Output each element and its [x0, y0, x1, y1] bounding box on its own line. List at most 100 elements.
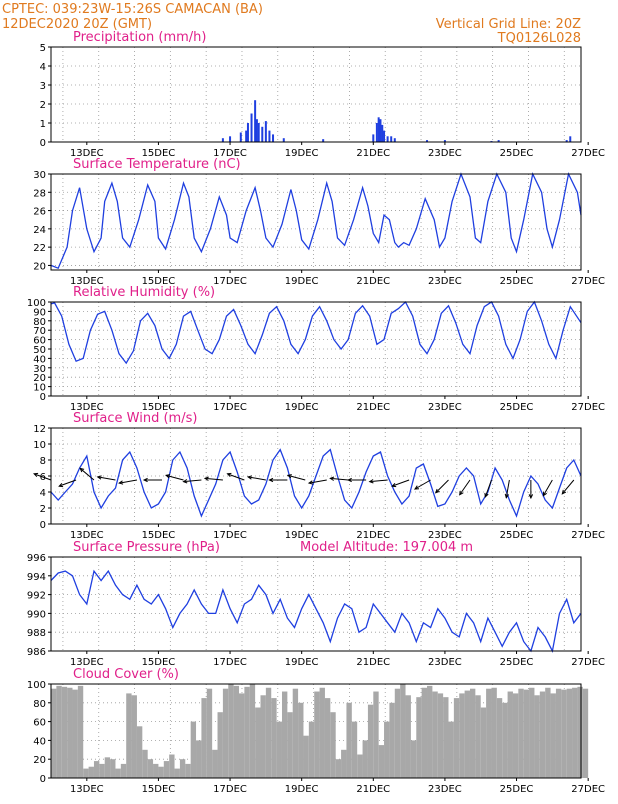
rh-xtick: 21DEC [356, 402, 390, 413]
rh-frame [50, 301, 582, 397]
cloud-area-bar [486, 688, 492, 778]
precip-bar [497, 140, 500, 142]
wind-ytick: 4 [40, 488, 46, 499]
precip-xtick: 27DEC [571, 148, 605, 159]
cloud-area-bar [244, 686, 250, 778]
wind-ytick: 10 [33, 440, 46, 451]
cloud-xtick: 19DEC [285, 784, 319, 795]
cloud-area-bar [577, 686, 583, 778]
wind-arrow-head [504, 493, 510, 499]
cloud-area-bar [518, 688, 524, 778]
wind-arrow-shaft [248, 476, 266, 481]
cloud-area-bar [572, 687, 578, 778]
temp-ytick: 22 [33, 243, 46, 254]
wind-title: Surface Wind (m/s) [73, 411, 197, 426]
temp-ytick: 20 [33, 261, 46, 272]
cloud-area-bar [459, 693, 465, 778]
precip-bar [268, 130, 271, 142]
cloud-area-bar [330, 712, 336, 778]
precip-bar [250, 113, 253, 142]
cloud-area-bar [201, 698, 207, 778]
temp-xtick: 19DEC [285, 276, 319, 287]
pressure-panel: Surface Pressure (hPa) Model Altitude: 19… [27, 540, 605, 668]
precip-bar [239, 132, 242, 142]
precip-ytick: 3 [40, 81, 46, 92]
cloud-area-bar [126, 693, 132, 778]
cloud-area-bar [384, 721, 390, 778]
precip-bar [229, 136, 232, 142]
cloud-area-bar [212, 749, 218, 778]
cloud-title: Cloud Cover (%) [73, 667, 179, 682]
cloud-area-bar [405, 695, 411, 778]
precip-bar [390, 136, 393, 142]
wind-xtick: 25DEC [500, 530, 534, 541]
rh-ytick: 80 [33, 317, 46, 328]
wind-ytick: 0 [40, 520, 46, 531]
wind-arrow-head [561, 489, 567, 495]
cloud-area-bar [443, 697, 449, 778]
wind-arrow-head [459, 490, 464, 496]
wind-arrow-shaft [308, 479, 327, 484]
pressure-ytick: 994 [27, 572, 46, 583]
cloud-area-bar [233, 685, 240, 778]
wind-arrow-head [542, 491, 547, 497]
precip-bar [272, 134, 275, 142]
header-model-code: TQ0126L028 [497, 31, 581, 46]
rh-xtick: 19DEC [285, 402, 319, 413]
wind-series-line [50, 448, 582, 518]
wind-arrow-head [33, 472, 39, 478]
cloud-area-bar [51, 688, 57, 778]
cloud-area-bar [120, 763, 127, 778]
precip-bar [261, 126, 264, 142]
wind-arrow-head [268, 477, 274, 483]
cloud-area-bar [351, 721, 358, 778]
precip-bar [322, 139, 325, 142]
wind-arrow-shaft [79, 468, 95, 481]
cloud-area-bar [276, 721, 282, 778]
temp-frame [50, 173, 582, 271]
temp-ytick: 26 [33, 207, 46, 218]
cloud-area-bar [582, 688, 589, 778]
cloud-area-bar [534, 695, 540, 778]
cloud-area-bar [131, 695, 137, 778]
cloud-area-bar [158, 766, 164, 778]
wind-arrow-head [307, 480, 314, 485]
temp-xtick: 23DEC [428, 276, 462, 287]
cloud-area-bar [169, 754, 175, 778]
precip-bar [443, 140, 446, 142]
cloud-area-bar [464, 690, 470, 778]
wind-arrow-shaft [435, 479, 449, 494]
cloud-area-bar [416, 697, 422, 778]
cloud-area-bar [115, 768, 121, 778]
pressure-annotation: Model Altitude: 197.004 m [300, 540, 473, 555]
precip-xtick: 21DEC [356, 148, 390, 159]
cloud-area-bar [512, 693, 519, 778]
cloud-area-bar [480, 707, 487, 778]
temp-ytick: 24 [33, 225, 46, 236]
rh-ytick: 40 [33, 354, 46, 365]
wind-arrow-shaft [484, 479, 492, 498]
temp-xtick: 17DEC [213, 276, 247, 287]
precip-xtick: 25DEC [500, 148, 534, 159]
precip-bar [254, 100, 257, 142]
cloud-area-bar [491, 687, 497, 778]
wind-arrow-head [528, 494, 534, 500]
precip-frame [50, 46, 582, 143]
rh-panel: Relative Humidity (%) 0102030405060708090… [27, 285, 605, 413]
precip-bar [379, 119, 382, 142]
wind-arrow-shaft [33, 473, 52, 481]
wind-xtick: 27DEC [571, 530, 605, 541]
rh-title: Relative Humidity (%) [73, 285, 215, 300]
pressure-ytick: 990 [27, 609, 46, 620]
precip-ytick: 2 [40, 100, 46, 111]
pressure-xtick: 13DEC [70, 657, 104, 668]
cloud-area-bar [346, 702, 352, 778]
wind-arrow-head [79, 467, 85, 473]
cloud-frame [50, 683, 582, 779]
cloud-area-bar [341, 749, 347, 778]
rh-ytick: 50 [33, 345, 46, 356]
wind-arrow-head [434, 488, 440, 494]
cloud-area-bar [174, 768, 180, 778]
cloud-area-bar [529, 687, 535, 778]
